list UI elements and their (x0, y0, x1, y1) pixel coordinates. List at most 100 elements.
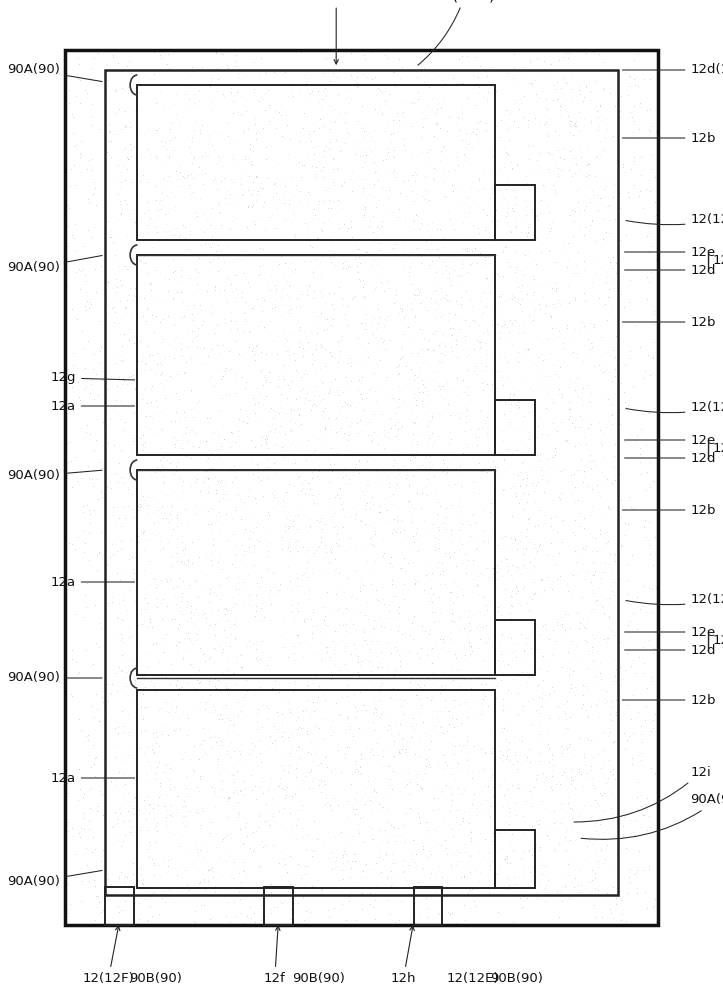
Text: 12e: 12e (625, 626, 716, 639)
Point (506, 571, 518, 587)
Point (563, 411, 575, 427)
Point (536, 220, 547, 236)
Point (99, 397, 111, 413)
Point (389, 405, 401, 421)
Point (435, 719, 447, 735)
Point (570, 118, 582, 134)
Point (591, 732, 603, 748)
Point (280, 856, 291, 872)
Point (372, 747, 384, 763)
Point (301, 842, 312, 858)
Point (299, 737, 310, 753)
Point (361, 780, 372, 796)
Point (354, 249, 365, 265)
Point (447, 595, 458, 611)
Point (310, 159, 322, 175)
Point (625, 161, 637, 177)
Point (463, 205, 475, 221)
Point (241, 103, 252, 119)
Point (551, 571, 562, 587)
Point (516, 455, 528, 471)
Point (310, 542, 322, 558)
Point (114, 801, 125, 817)
Point (130, 488, 142, 504)
Point (329, 290, 341, 306)
Point (270, 291, 281, 307)
Point (523, 237, 535, 253)
Point (585, 385, 596, 401)
Point (343, 95, 355, 111)
Point (151, 294, 163, 310)
Point (272, 379, 283, 395)
Point (160, 121, 171, 137)
Point (333, 279, 345, 295)
Point (340, 394, 351, 410)
Point (538, 484, 549, 500)
Point (435, 280, 446, 296)
Point (128, 430, 140, 446)
Point (518, 59, 530, 75)
Point (224, 304, 236, 320)
Point (194, 191, 205, 207)
Point (100, 538, 112, 554)
Point (463, 480, 474, 496)
Point (584, 191, 596, 207)
Point (591, 813, 603, 829)
Point (452, 89, 463, 105)
Point (478, 567, 489, 583)
Point (425, 642, 437, 658)
Point (411, 186, 423, 202)
Point (281, 287, 293, 303)
Point (441, 874, 453, 890)
Point (467, 584, 479, 600)
Point (274, 582, 286, 598)
Point (400, 358, 411, 374)
Point (388, 295, 399, 311)
Point (229, 537, 241, 553)
Point (615, 200, 626, 216)
Point (562, 251, 573, 267)
Point (159, 719, 171, 735)
Point (451, 388, 463, 404)
Point (562, 50, 573, 66)
Point (492, 599, 503, 615)
Point (385, 420, 396, 436)
Point (395, 827, 407, 843)
Point (604, 724, 616, 740)
Point (117, 353, 129, 369)
Point (194, 897, 206, 913)
Point (142, 174, 153, 190)
Point (529, 222, 541, 238)
Point (505, 480, 517, 496)
Point (394, 691, 406, 707)
Point (163, 223, 175, 239)
Point (455, 760, 466, 776)
Point (174, 432, 186, 448)
Point (210, 277, 221, 293)
Point (369, 471, 380, 487)
Point (146, 347, 158, 363)
Point (189, 113, 201, 129)
Point (440, 545, 451, 561)
Point (607, 766, 619, 782)
Point (169, 232, 181, 248)
Point (330, 695, 342, 711)
Point (189, 506, 200, 522)
Point (346, 646, 357, 662)
Point (341, 739, 353, 755)
Point (218, 431, 229, 447)
Point (461, 264, 473, 280)
Point (292, 225, 304, 241)
Point (436, 326, 448, 342)
Point (351, 381, 363, 397)
Point (451, 759, 463, 775)
Point (352, 330, 364, 346)
Point (124, 53, 135, 69)
Point (225, 195, 236, 211)
Point (415, 640, 427, 656)
Point (581, 634, 593, 650)
Point (254, 505, 265, 521)
Point (176, 528, 187, 544)
Point (212, 181, 223, 197)
Point (304, 511, 315, 527)
